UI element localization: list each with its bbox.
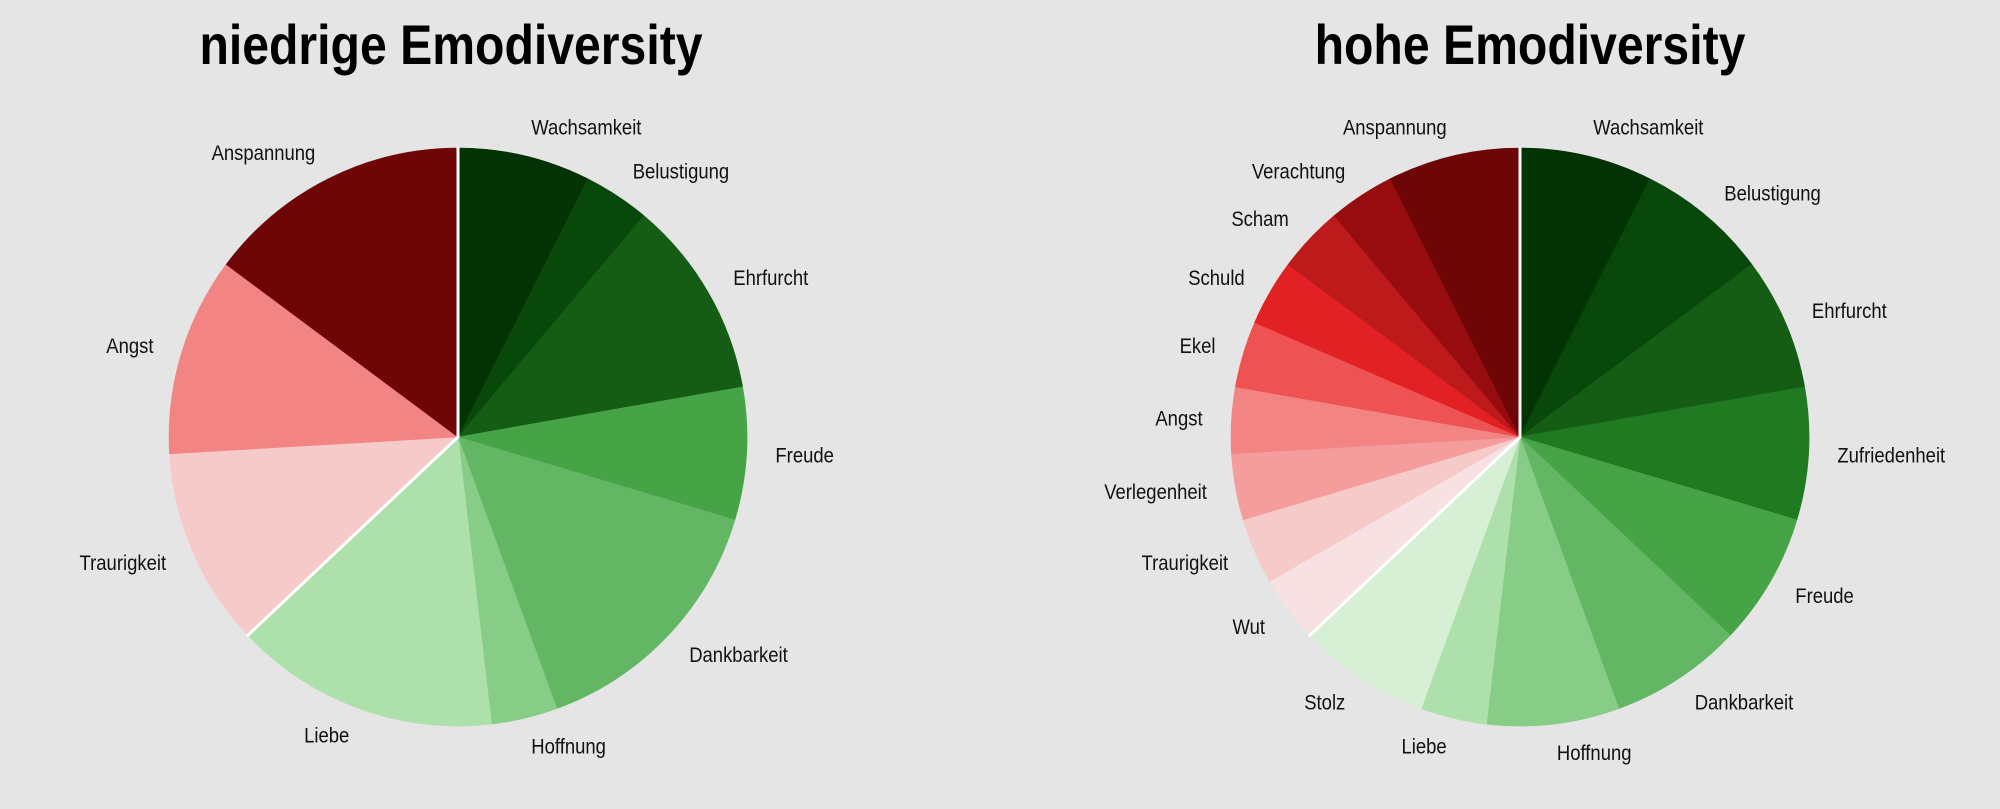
pie-slice-anspannung[interactable] — [225, 147, 459, 438]
pie-slice-wachsamkeit[interactable] — [1519, 147, 1651, 438]
slice-label-stolz: Stolz — [1304, 692, 1345, 715]
slice-label-wut: Wut — [1232, 616, 1265, 639]
slice-label-liebe: Liebe — [1402, 735, 1447, 758]
pie-slice-liebe[interactable] — [247, 436, 492, 727]
pie-slice-dankbarkeit[interactable] — [457, 436, 736, 709]
positive-negative-separator — [246, 435, 460, 637]
chart-title-low: niedrige Emodiversity — [199, 15, 702, 77]
slice-label-belustigung: Belustigung — [1724, 182, 1821, 205]
pie-labels: Wachsamkeit Belustigung Ehrfurcht Zufrieden… — [1104, 117, 1945, 765]
slice-label-verachtung: Verachtung — [1252, 160, 1345, 183]
pie-slice-anspannung[interactable] — [1389, 147, 1521, 438]
pie-separators — [1308, 146, 1522, 637]
pie-slice-traurigkeit[interactable] — [169, 436, 459, 636]
chart-title-high: hohe Emodiversity — [1315, 15, 1746, 77]
slice-label-ekel: Ekel — [1180, 335, 1216, 358]
pie-slices — [168, 147, 748, 727]
slice-label-wachsamkeit: Wachsamkeit — [1593, 117, 1704, 140]
pie-slice-freude[interactable] — [1519, 436, 1798, 636]
slice-label-scham: Scham — [1231, 208, 1288, 231]
slice-label-anspannung: Anspannung — [1343, 117, 1447, 140]
pie-slice-angst[interactable] — [168, 264, 459, 455]
pie-slice-stolz[interactable] — [1309, 436, 1521, 709]
pie-slice-belustigung[interactable] — [1519, 178, 1753, 438]
pie-slice-ehrfurcht[interactable] — [1519, 264, 1805, 438]
pie-chart-low-emodiversity: niedrige Emodiversity Wachsamkeit Belusti… — [80, 15, 834, 759]
pie-separators — [246, 146, 460, 637]
slice-label-freude: Freude — [1795, 585, 1854, 608]
slice-label-verlegenheit: Verlegenheit — [1104, 481, 1207, 504]
pie-slice-ehrfurcht[interactable] — [457, 215, 743, 438]
slice-label-traurigkeit: Traurigkeit — [80, 552, 167, 575]
pie-slice-hoffnung[interactable] — [1486, 436, 1620, 727]
slice-label-liebe: Liebe — [304, 725, 349, 748]
pie-slice-dankbarkeit[interactable] — [1519, 436, 1731, 709]
slice-label-dankbarkeit: Dankbarkeit — [1695, 692, 1794, 715]
pie-slice-freude[interactable] — [457, 386, 748, 521]
pie-slice-wachsamkeit[interactable] — [457, 147, 589, 438]
positive-negative-separator — [1308, 435, 1522, 637]
slice-label-belustigung: Belustigung — [633, 160, 730, 183]
slice-label-ehrfurcht: Ehrfurcht — [733, 267, 808, 290]
slice-label-hoffnung: Hoffnung — [1557, 742, 1632, 765]
slice-label-traurigkeit: Traurigkeit — [1142, 552, 1229, 575]
slice-label-dankbarkeit: Dankbarkeit — [689, 644, 788, 667]
slice-label-zufriedenheit: Zufriedenheit — [1837, 444, 1945, 467]
slice-label-angst: Angst — [106, 335, 154, 358]
slice-label-angst: Angst — [1155, 407, 1203, 430]
slice-label-schuld: Schuld — [1188, 267, 1244, 290]
pie-labels: Wachsamkeit Belustigung Ehrfurcht Freude Dan… — [80, 117, 834, 759]
slice-label-hoffnung: Hoffnung — [531, 735, 606, 758]
pie-slice-zufriedenheit[interactable] — [1519, 386, 1810, 521]
slice-label-anspannung: Anspannung — [212, 142, 316, 165]
slice-label-wachsamkeit: Wachsamkeit — [531, 117, 642, 140]
slice-label-ehrfurcht: Ehrfurcht — [1812, 300, 1887, 323]
slice-label-freude: Freude — [775, 444, 834, 467]
pie-chart-high-emodiversity: hohe Emodiversity Wachsamkeit Belustigung… — [1104, 15, 1945, 765]
pie-slices — [1230, 147, 1810, 727]
